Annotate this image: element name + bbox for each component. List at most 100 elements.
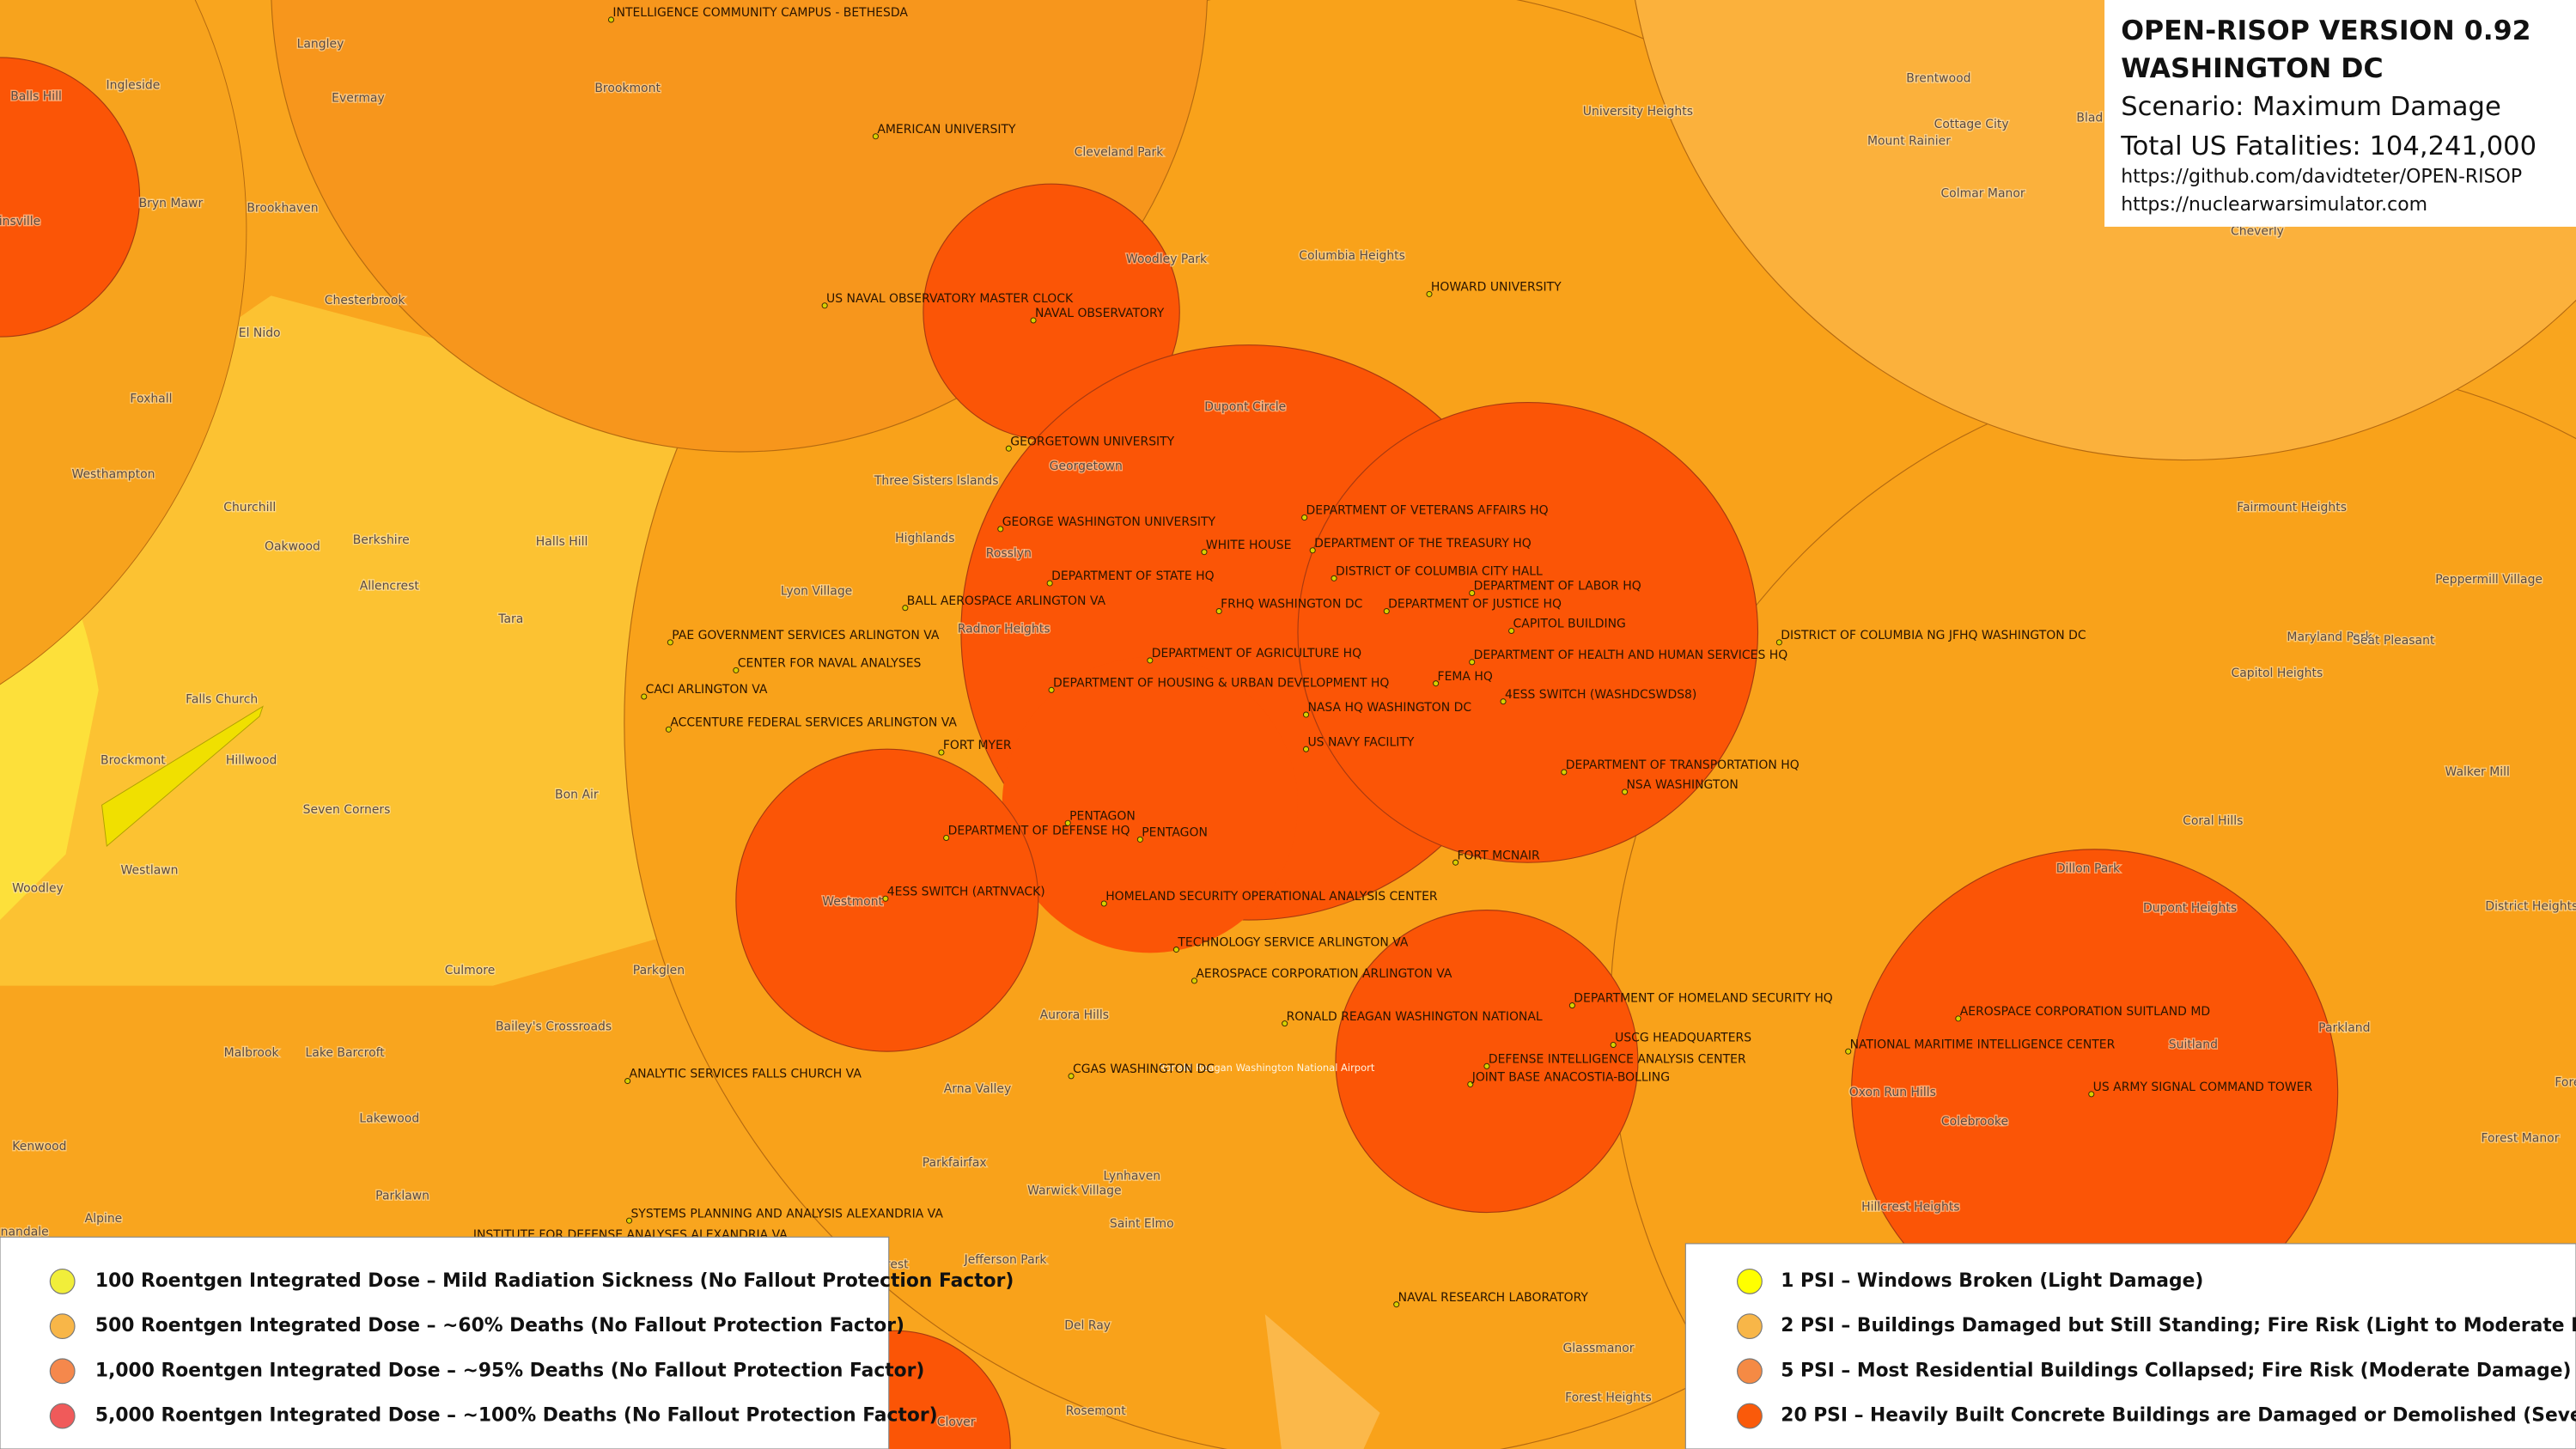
place-label: Parkglen [633, 964, 685, 977]
target-label: DEPARTMENT OF VETERANS AFFAIRS HQ [1306, 504, 1549, 518]
target-label: FEMA HQ [1438, 670, 1493, 684]
place-label: Culmore [445, 964, 496, 977]
place-label: Malbrook [224, 1046, 280, 1060]
target-marker [1452, 859, 1459, 866]
target-label: PAE GOVERNMENT SERVICES ARLINGTON VA [672, 629, 940, 642]
place-label: Ronald Reagan Washington National Airpor… [1159, 1062, 1375, 1074]
target-label: DEPARTMENT OF STATE HQ [1051, 569, 1215, 583]
legend-label: 100 Roentgen Integrated Dose – Mild Radi… [95, 1270, 1014, 1292]
place-label: Aurora Hills [1040, 1008, 1109, 1022]
header-box: OPEN-RISOP VERSION 0.92 WASHINGTON DC Sc… [2104, 0, 2576, 227]
place-label: Ingleside [106, 78, 160, 92]
target-label: DEFENSE INTELLIGENCE ANALYSIS CENTER [1489, 1053, 1746, 1067]
place-label: Colmar Manor [1940, 187, 2025, 201]
place-label: Arna Valley [944, 1082, 1011, 1096]
target-marker [902, 605, 909, 612]
legend-label: 5 PSI – Most Residential Buildings Colla… [1781, 1360, 2571, 1381]
target-label: RONALD REAGAN WASHINGTON NATIONAL [1287, 1010, 1543, 1024]
target-label: USCG HEADQUARTERS [1615, 1032, 1751, 1045]
target-marker [667, 639, 673, 646]
legend-label: 500 Roentgen Integrated Dose – ~60% Deat… [95, 1315, 904, 1336]
target-label: DISTRICT OF COLUMBIA NG JFHQ WASHINGTON … [1781, 629, 2086, 642]
fallout-legend: 100 Roentgen Integrated Dose – Mild Radi… [0, 1236, 1014, 1449]
place-label: Falls Church [186, 693, 258, 707]
place-label: Dillon Park [2056, 862, 2121, 876]
header-fatalities: Total US Fatalities: 104,241,000 [2120, 131, 2536, 161]
place-label: Glassmanor [1562, 1342, 1634, 1355]
target-marker [1068, 1073, 1075, 1080]
place-label: Capitol Heights [2232, 667, 2323, 680]
target-label: US NAVY FACILITY [1307, 735, 1414, 749]
place-label: rest [886, 1258, 909, 1272]
header-link: https://nuclearwarsimulator.com [2121, 194, 2427, 216]
place-label: Brentwood [1906, 72, 1970, 86]
severe-zone [1297, 402, 1759, 863]
target-marker [607, 16, 615, 23]
fallout-plume [101, 705, 264, 847]
target-label: AMERICAN UNIVERSITY [877, 123, 1016, 137]
target-marker [1622, 788, 1629, 795]
target-marker [943, 834, 950, 842]
place-label: Balls Hill [10, 90, 62, 104]
place-label: Forest Manor [2481, 1131, 2559, 1145]
target-label: NSA WASHINGTON [1627, 778, 1739, 792]
target-label: TECHNOLOGY SERVICE ARLINGTON VA [1177, 936, 1408, 950]
target-marker [872, 133, 879, 140]
place-label: insville [0, 215, 40, 228]
target-label: HOWARD UNIVERSITY [1431, 281, 1562, 295]
target-marker [1955, 1015, 1962, 1022]
place-label: Fairmount Heights [2237, 501, 2347, 514]
legend-swatch [49, 1313, 76, 1340]
target-label: DEPARTMENT OF AGRICULTURE HQ [1152, 647, 1361, 661]
target-marker [1433, 680, 1440, 687]
header-link: https://github.com/davidteter/OPEN-RISOP [2121, 166, 2522, 187]
place-label: Allencrest [360, 580, 420, 594]
place-label: Forest Heights [1565, 1391, 1652, 1405]
target-label: AEROSPACE CORPORATION ARLINGTON VA [1196, 967, 1452, 981]
target-marker [1568, 1002, 1575, 1009]
target-marker [1500, 698, 1507, 705]
target-label: DEPARTMENT OF JUSTICE HQ [1388, 598, 1562, 612]
place-label: Cheverly [2231, 225, 2284, 239]
place-label: El Nido [239, 326, 281, 340]
place-label: nandale [1, 1225, 49, 1239]
target-marker [1172, 947, 1179, 953]
legend-background [0, 1236, 890, 1449]
place-label: Mount Rainier [1867, 134, 1951, 148]
place-label: Brookhaven [247, 202, 318, 216]
place-label: Oakwood [265, 540, 320, 554]
target-label: 4ESS SWITCH (WASHDCSWDS8) [1505, 688, 1696, 702]
target-marker [1303, 711, 1310, 718]
target-marker [1610, 1041, 1617, 1049]
blast-legend: 1 PSI – Windows Broken (Light Damage) 2 P… [1684, 1243, 2576, 1449]
place-label: Highlands [895, 532, 954, 545]
target-label: DEPARTMENT OF HOMELAND SECURITY HQ [1574, 992, 1833, 1006]
place-label: Westmont [822, 895, 883, 909]
place-label: Fore [2555, 1075, 2576, 1089]
target-marker [1483, 1062, 1490, 1069]
place-label: Berkshire [353, 533, 410, 547]
legend-swatch [49, 1403, 76, 1429]
legend-label: 1,000 Roentgen Integrated Dose – ~95% De… [95, 1360, 924, 1381]
target-label: NASA HQ WASHINGTON DC [1307, 701, 1471, 715]
target-label: DEPARTMENT OF HEALTH AND HUMAN SERVICES … [1474, 648, 1788, 662]
target-marker [624, 1078, 631, 1085]
target-marker [1048, 686, 1055, 693]
target-marker [1393, 1301, 1400, 1308]
target-label: INTELLIGENCE COMMUNITY CAMPUS - BETHESDA [612, 6, 908, 20]
place-label: Churchill [223, 501, 276, 514]
place-label: Evermay [332, 92, 385, 106]
place-label: Halls Hill [536, 535, 588, 549]
target-label: FORT MCNAIR [1458, 849, 1541, 862]
target-label: AEROSPACE CORPORATION SUITLAND MD [1960, 1005, 2210, 1019]
target-marker [1215, 607, 1222, 615]
place-label: Westlawn [121, 864, 179, 878]
target-marker [821, 302, 828, 309]
target-label: CENTER FOR NAVAL ANALYSES [738, 657, 922, 671]
target-marker [1309, 547, 1316, 554]
place-label: Foxhall [130, 393, 172, 406]
target-label: DEPARTMENT OF LABOR HQ [1474, 580, 1641, 594]
target-label: SYSTEMS PLANNING AND ANALYSIS ALEXANDRIA… [630, 1207, 943, 1221]
place-label: Columbia Heights [1299, 249, 1405, 263]
target-marker [1303, 746, 1310, 752]
